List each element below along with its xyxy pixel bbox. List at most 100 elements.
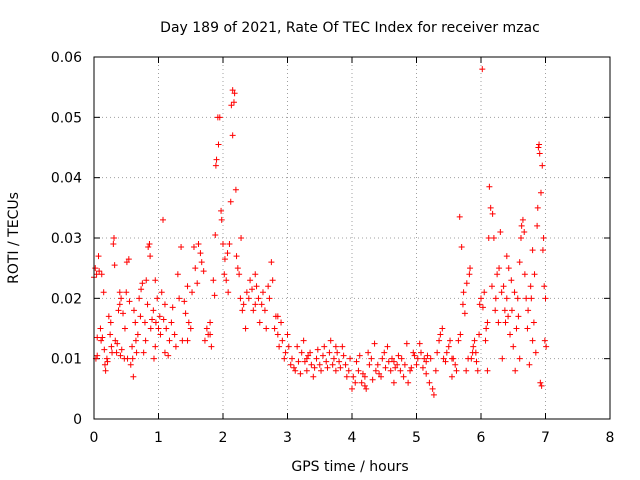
data-point xyxy=(116,301,123,308)
data-point xyxy=(102,367,109,374)
data-point xyxy=(284,331,291,338)
data-point xyxy=(184,283,191,290)
data-point xyxy=(368,355,375,362)
data-point xyxy=(423,358,430,365)
data-point xyxy=(437,331,444,338)
data-point xyxy=(339,343,346,350)
data-point xyxy=(365,349,372,356)
data-point xyxy=(463,280,470,287)
data-point xyxy=(501,307,508,314)
data-point xyxy=(316,361,323,368)
data-point xyxy=(239,307,246,314)
data-point xyxy=(347,355,354,362)
data-point xyxy=(123,259,130,266)
data-point xyxy=(281,355,288,362)
data-point xyxy=(511,289,518,296)
data-point xyxy=(366,361,373,368)
data-point xyxy=(123,289,130,296)
data-point xyxy=(171,331,178,338)
data-point xyxy=(525,307,532,314)
y-axis-label: ROTI / TECUs xyxy=(6,192,22,284)
data-point xyxy=(155,325,162,332)
x-tick-label: 7 xyxy=(541,430,550,446)
data-point xyxy=(423,370,430,377)
data-point xyxy=(542,295,549,302)
data-point xyxy=(100,289,107,296)
data-point xyxy=(166,337,173,344)
data-point xyxy=(490,235,497,241)
data-point xyxy=(485,235,492,241)
data-point xyxy=(519,216,526,223)
data-point xyxy=(297,370,304,377)
data-point xyxy=(512,367,519,374)
data-point xyxy=(427,355,434,362)
data-point xyxy=(518,222,525,229)
data-point xyxy=(484,319,491,326)
data-point xyxy=(110,241,117,248)
data-point xyxy=(130,373,137,380)
data-point xyxy=(484,367,491,374)
data-point xyxy=(303,367,310,374)
data-point xyxy=(255,295,262,302)
data-point xyxy=(152,319,159,326)
data-point xyxy=(98,337,105,344)
data-point xyxy=(327,337,334,344)
data-point xyxy=(332,367,339,374)
data-point xyxy=(274,313,281,320)
data-point xyxy=(265,283,272,290)
data-point xyxy=(439,325,446,332)
data-point xyxy=(195,241,202,248)
data-point xyxy=(126,298,133,305)
data-point xyxy=(418,349,425,356)
data-point xyxy=(197,250,204,257)
data-point xyxy=(526,361,533,368)
data-point xyxy=(240,301,247,308)
data-point xyxy=(350,373,357,380)
data-point xyxy=(539,247,546,254)
data-point xyxy=(329,361,336,368)
data-point xyxy=(223,277,230,284)
data-point xyxy=(110,235,117,241)
data-point xyxy=(190,244,197,251)
data-point xyxy=(374,361,381,368)
data-point xyxy=(500,283,507,290)
data-point xyxy=(150,307,157,314)
data-point xyxy=(142,337,149,344)
data-point xyxy=(398,355,405,362)
data-point xyxy=(424,352,431,359)
data-point xyxy=(499,355,506,362)
data-point xyxy=(459,301,466,308)
data-point xyxy=(144,301,151,308)
data-point xyxy=(510,343,517,350)
data-point xyxy=(358,379,365,386)
data-point xyxy=(215,141,222,148)
data-point xyxy=(479,304,486,311)
data-point xyxy=(116,289,123,296)
data-point xyxy=(118,295,125,302)
data-point xyxy=(359,370,366,377)
data-point xyxy=(479,66,486,73)
data-point xyxy=(531,271,538,278)
data-points xyxy=(91,66,550,398)
data-point xyxy=(157,331,164,338)
data-point xyxy=(489,210,496,217)
data-point xyxy=(224,250,231,257)
data-point xyxy=(478,295,484,302)
data-point xyxy=(445,343,452,350)
data-point xyxy=(401,361,408,368)
data-point xyxy=(243,289,250,296)
data-point xyxy=(543,343,550,350)
data-point xyxy=(107,319,114,326)
data-point xyxy=(532,349,539,356)
data-point xyxy=(124,355,131,362)
data-point xyxy=(118,346,125,353)
data-point xyxy=(263,325,270,332)
data-point xyxy=(129,355,136,362)
data-point xyxy=(332,343,339,350)
data-point xyxy=(397,367,404,374)
data-point xyxy=(258,301,265,308)
data-point xyxy=(298,349,305,356)
data-point xyxy=(107,331,114,338)
data-point xyxy=(93,271,100,278)
data-point xyxy=(141,319,148,326)
